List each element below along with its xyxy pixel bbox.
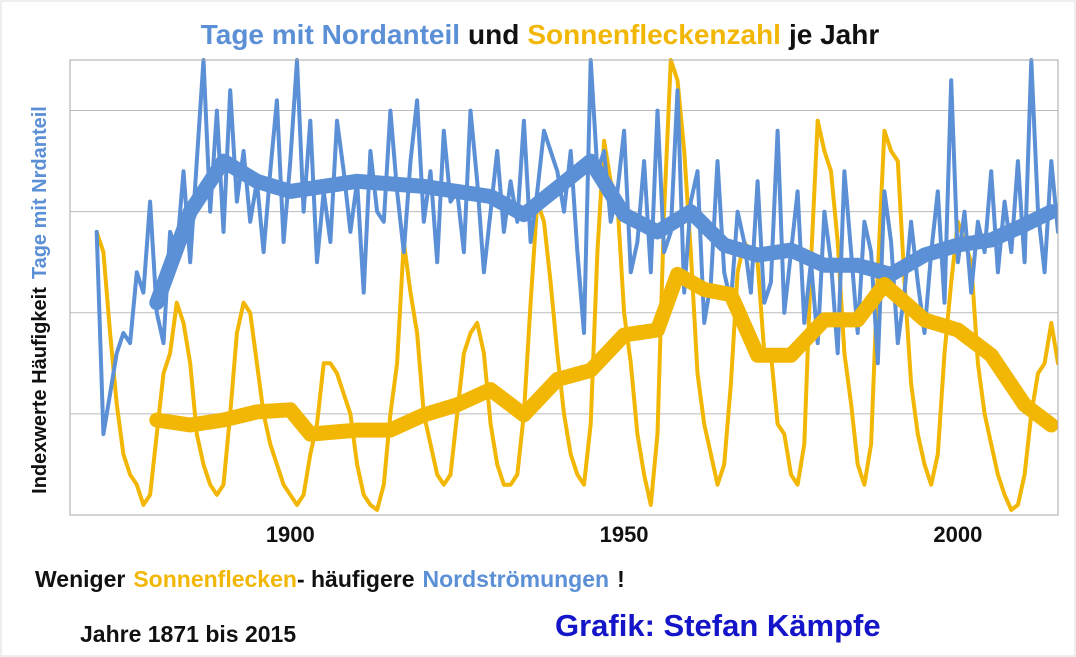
ylabel-part: Indexwerte Häufigkeit — [29, 287, 51, 494]
note-part: Sonnenflecken — [133, 566, 297, 592]
note-part: Weniger — [35, 566, 125, 592]
title-part: je Jahr — [788, 19, 879, 50]
note-part: Nordströmungen — [423, 566, 610, 592]
y-axis-label: Indexwerte Häufigkeit Tage mit Nrdanteil — [29, 106, 51, 494]
ylabel-part: Tage mit Nrdanteil — [29, 106, 51, 279]
plot-border — [69, 59, 1059, 516]
annotation: Weniger Sonnenflecken- häufigere Nordström… — [35, 566, 625, 592]
note-part: - häufigere — [297, 566, 415, 592]
credit: Grafik: Stefan Kämpfe — [555, 608, 881, 643]
x-tick-label: 1900 — [266, 522, 315, 547]
period: Jahre 1871 bis 2015 — [80, 621, 296, 647]
x-tick-label: 2000 — [933, 522, 982, 547]
chart-title: Tage mit Nordanteil und Sonnenfleckenzahl j… — [201, 19, 880, 50]
title-part: und — [468, 19, 519, 50]
smoothed-line — [149, 153, 1058, 311]
plot-area — [94, 58, 1058, 512]
title-part: Sonnenfleckenzahl — [527, 19, 781, 50]
smoothed-line — [149, 266, 1058, 442]
title-part: Tage mit Nordanteil — [201, 19, 460, 50]
note-part: ! — [617, 566, 625, 592]
line — [94, 58, 1058, 512]
x-tick-label: 1950 — [600, 522, 649, 547]
